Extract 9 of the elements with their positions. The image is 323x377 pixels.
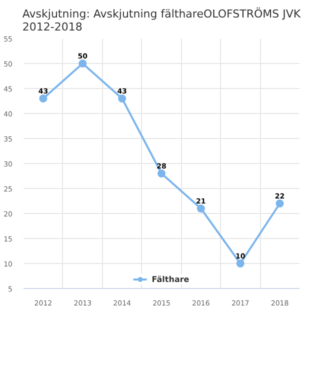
point: [276, 200, 284, 208]
chart-title: Avskjutning: Avskjutning fälthareOLOFSTRÖMS JVK 2012-2018: [22, 6, 302, 34]
legend-label: Fälthare: [152, 274, 190, 284]
point: [196, 204, 205, 212]
point: [158, 170, 166, 178]
point: [78, 60, 87, 68]
point: [118, 94, 126, 102]
point: [39, 94, 48, 102]
point: [236, 260, 244, 268]
